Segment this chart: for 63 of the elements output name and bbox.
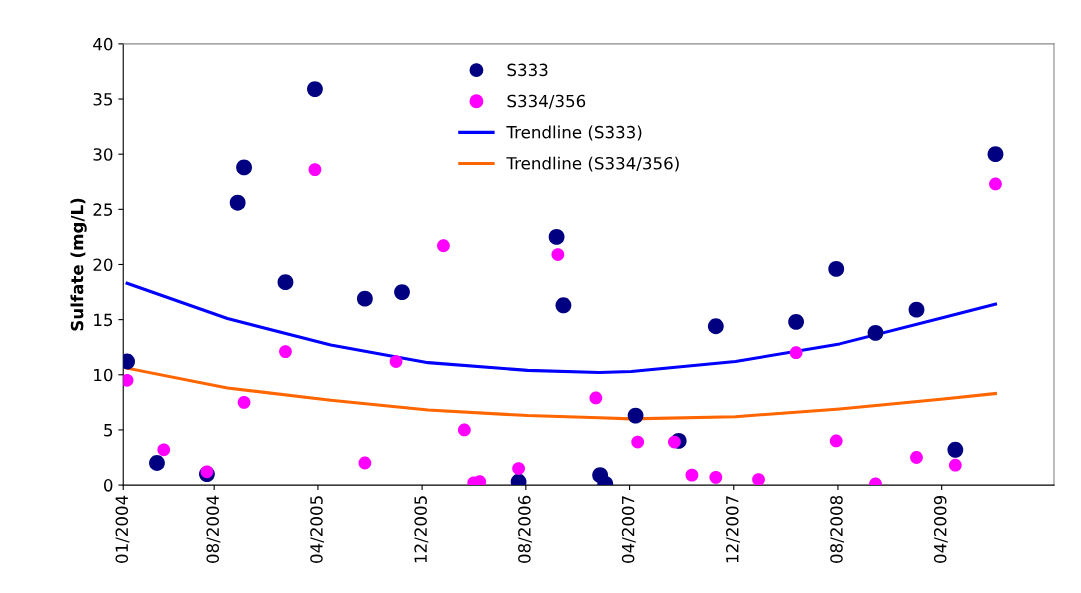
point xyxy=(828,260,845,277)
y-tick-label: 25 xyxy=(93,203,113,216)
point xyxy=(307,81,323,98)
point xyxy=(277,274,294,291)
point xyxy=(236,159,252,176)
x-tick-label: 01/2004 xyxy=(115,495,130,563)
point xyxy=(707,318,724,335)
legend-label: Trendline (S334/356) xyxy=(506,156,679,172)
x-tick-label: 04/2007 xyxy=(621,496,636,563)
point xyxy=(551,248,565,261)
point xyxy=(555,297,572,314)
point xyxy=(867,324,884,341)
y-tick-label: 30 xyxy=(93,148,113,161)
point xyxy=(631,435,645,449)
x-tick-label: 08/2004 xyxy=(206,495,221,563)
legend-label: S333 xyxy=(507,63,548,77)
point xyxy=(237,395,251,409)
point xyxy=(948,458,962,472)
point xyxy=(437,239,450,253)
y-tick-label: 15 xyxy=(94,313,113,327)
point xyxy=(989,177,1002,191)
y-tick-label: 20 xyxy=(93,258,113,272)
point xyxy=(668,435,681,449)
point xyxy=(752,473,765,486)
point xyxy=(157,443,171,457)
point xyxy=(987,146,1004,163)
y-tick-label: 40 xyxy=(93,37,113,51)
point xyxy=(548,228,565,245)
point xyxy=(394,284,410,300)
point xyxy=(709,470,723,484)
x-tick-label: 12/2007 xyxy=(726,496,740,563)
y-tick-label: 35 xyxy=(93,92,113,106)
point xyxy=(358,456,372,470)
point xyxy=(589,391,603,405)
point xyxy=(829,434,843,448)
x-tick-label: 04/2009 xyxy=(933,495,948,563)
legend-label: S334/356 xyxy=(507,94,586,109)
point xyxy=(149,455,165,471)
y-axis-title: Sulfate (mg/L) xyxy=(70,198,87,331)
point xyxy=(473,475,487,486)
line-series xyxy=(125,281,998,375)
legend-label: Trendline (S333) xyxy=(506,125,642,141)
point xyxy=(279,345,292,359)
x-tick-label: 12/2005 xyxy=(414,496,429,563)
point xyxy=(947,441,964,458)
y-tick-label: 5 xyxy=(104,424,113,437)
point xyxy=(685,468,699,482)
point xyxy=(910,451,923,464)
point xyxy=(627,407,644,424)
y-tick-label: 10 xyxy=(94,368,113,382)
point xyxy=(389,355,403,368)
point xyxy=(908,301,925,318)
point xyxy=(457,423,471,437)
point xyxy=(229,194,246,211)
point xyxy=(308,163,322,177)
point xyxy=(512,462,525,475)
point xyxy=(788,313,805,330)
x-tick-label: 04/2005 xyxy=(310,496,325,563)
x-tick-label: 08/2006 xyxy=(518,495,532,563)
y-tick-label: 0 xyxy=(104,479,113,492)
x-tick-label: 08/2008 xyxy=(830,495,845,563)
point xyxy=(356,290,373,307)
point xyxy=(789,346,803,360)
